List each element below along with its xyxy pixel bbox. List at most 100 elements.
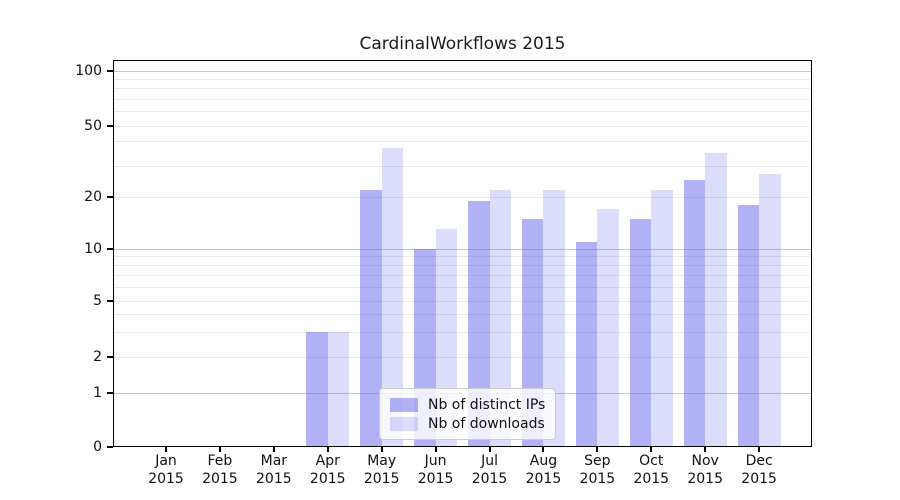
x-label-month: Apr	[315, 453, 340, 469]
legend-swatch-downloads-icon	[390, 416, 418, 431]
y-tick-label: 5	[93, 293, 102, 309]
bar-downloads-dec	[759, 174, 781, 447]
x-label-month: Feb	[207, 453, 233, 469]
legend-entry-distinct-ips: Nb of distinct IPs	[390, 395, 545, 414]
gridline-minor	[114, 88, 811, 90]
gridline-minor	[114, 286, 811, 288]
x-tick-label: Dec 2015	[731, 452, 787, 488]
gridline-major	[114, 248, 811, 250]
x-label-month: Dec	[745, 453, 773, 469]
legend-label-distinct-ips: Nb of distinct IPs	[428, 396, 546, 413]
x-tick-label: Nov 2015	[677, 452, 733, 488]
x-label-month: Aug	[529, 453, 558, 469]
bar-distinct-ips-sep	[575, 241, 598, 447]
gridline-major	[114, 70, 811, 72]
bar-distinct-ips-oct	[629, 218, 652, 447]
x-tick-label: May 2015	[354, 452, 410, 488]
x-label-month: Sep	[584, 453, 611, 469]
x-tick-label: Feb 2015	[192, 452, 248, 488]
gridline-minor	[114, 140, 811, 142]
y-tick-mark	[107, 356, 113, 358]
x-tick-label: Jan 2015	[138, 452, 194, 488]
x-tick-mark	[650, 447, 653, 452]
x-label-year: 2015	[148, 471, 184, 487]
x-tick-mark	[434, 447, 437, 452]
bar-distinct-ips-nov	[683, 179, 706, 447]
gridline-minor	[114, 356, 811, 358]
y-tick-label: 1	[93, 385, 102, 401]
gridline-minor	[114, 314, 811, 316]
x-tick-label: Jul 2015	[462, 452, 518, 488]
legend-label-downloads: Nb of downloads	[428, 415, 545, 432]
bar-downloads-aug	[543, 189, 565, 447]
x-tick-mark	[596, 447, 599, 452]
y-tick-label: 2	[93, 349, 102, 365]
x-tick-mark	[326, 447, 329, 452]
x-label-month: Jan	[155, 453, 177, 469]
x-tick-mark	[380, 447, 383, 452]
x-tick-mark	[758, 447, 761, 452]
bar-downloads-nov	[705, 152, 727, 447]
gridline-minor	[114, 165, 811, 167]
legend: Nb of distinct IPs Nb of downloads	[379, 388, 557, 440]
y-tick-label: 50	[84, 118, 102, 134]
x-label-month: Nov	[691, 453, 719, 469]
gridline-minor	[114, 256, 811, 258]
gridline-minor	[114, 125, 811, 127]
x-label-year: 2015	[741, 471, 777, 487]
gridline-minor	[114, 265, 811, 267]
bar-distinct-ips-may	[360, 189, 382, 447]
y-tick-mark	[107, 300, 113, 302]
gridline-minor	[114, 275, 811, 277]
bar-downloads-sep	[597, 209, 619, 447]
bar-downloads-may	[381, 147, 404, 447]
gridline-minor	[114, 300, 811, 302]
bar-downloads-oct	[651, 189, 673, 447]
gridline-minor	[114, 98, 811, 100]
y-tick-mark	[107, 446, 113, 448]
x-label-year: 2015	[633, 471, 670, 487]
x-label-year: 2015	[471, 471, 508, 487]
bar-downloads-jul	[489, 189, 512, 447]
x-tick-mark	[488, 447, 491, 452]
x-tick-mark	[165, 447, 167, 452]
gridline-minor	[114, 111, 811, 113]
x-tick-label: Jun 2015	[408, 452, 464, 488]
x-label-year: 2015	[687, 471, 723, 487]
x-label-month: Jun	[424, 453, 447, 469]
bar-distinct-ips-apr	[306, 332, 328, 447]
x-label-month: May	[367, 453, 397, 469]
y-tick-label: 20	[84, 189, 102, 205]
legend-entry-downloads: Nb of downloads	[390, 414, 545, 433]
x-label-year: 2015	[202, 471, 238, 487]
x-tick-mark	[272, 447, 275, 452]
x-label-year: 2015	[256, 471, 292, 487]
x-tick-label: Oct 2015	[623, 452, 679, 488]
x-tick-label: Sep 2015	[569, 452, 625, 488]
bar-distinct-ips-dec	[737, 204, 760, 447]
gridline-minor	[114, 331, 811, 333]
gridline-minor	[114, 78, 811, 80]
x-label-month: Mar	[260, 453, 288, 469]
x-tick-mark	[218, 447, 221, 452]
x-tick-label: Mar 2015	[246, 452, 302, 488]
x-tick-label: Apr 2015	[300, 452, 356, 488]
x-tick-mark	[704, 447, 707, 452]
x-label-year: 2015	[417, 471, 454, 487]
y-tick-label: 0	[93, 439, 102, 455]
x-label-year: 2015	[579, 471, 616, 487]
bar-distinct-ips-jul	[468, 200, 490, 447]
x-tick-label: Aug 2015	[515, 452, 571, 488]
x-label-year: 2015	[525, 471, 562, 487]
x-label-year: 2015	[309, 471, 346, 487]
bar-downloads-apr	[327, 332, 350, 447]
chart-title: CardinalWorkflows 2015	[359, 34, 566, 54]
y-tick-label: 100	[75, 63, 102, 79]
y-tick-mark	[107, 248, 113, 250]
x-label-year: 2015	[363, 471, 400, 487]
gridline-minor	[114, 196, 811, 198]
legend-swatch-distinct-ips-icon	[390, 397, 418, 412]
y-tick-mark	[107, 392, 113, 394]
x-label-month: Jul	[481, 453, 498, 469]
